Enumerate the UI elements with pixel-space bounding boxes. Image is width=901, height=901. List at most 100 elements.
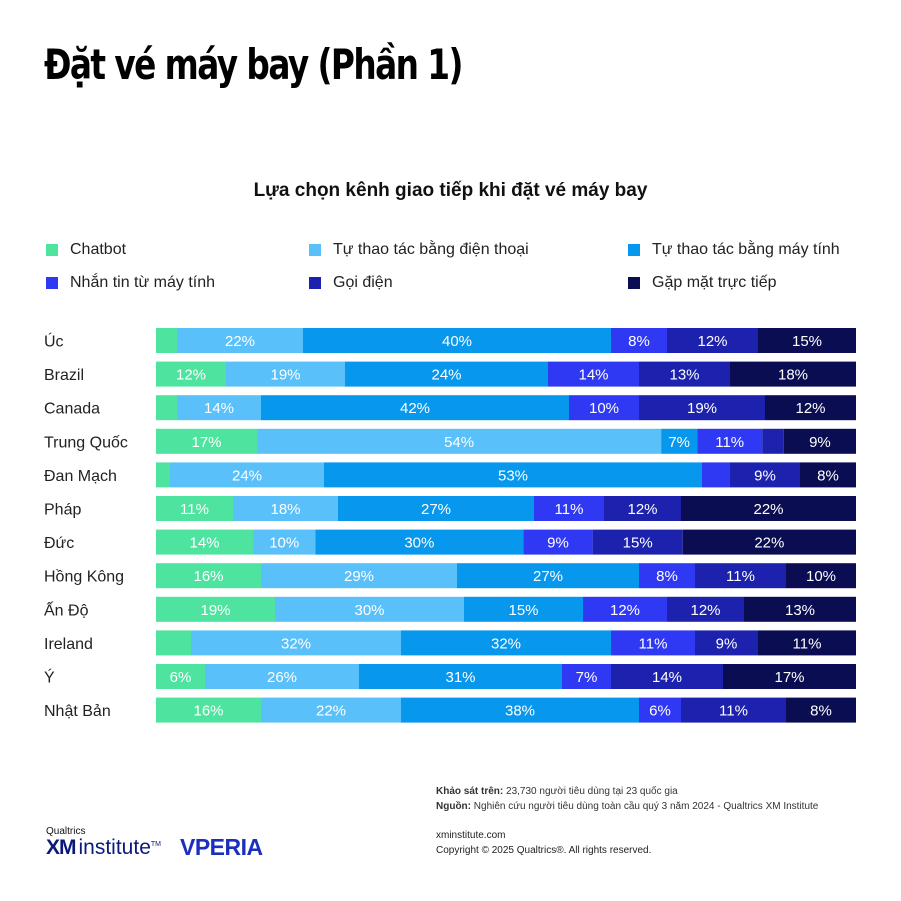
survey-note: Khảo sát trên: 23,730 người tiêu dùng tạ… — [436, 786, 678, 797]
data-label: 12% — [697, 333, 727, 350]
category-label: Canada — [44, 401, 100, 418]
data-label: 7% — [668, 434, 690, 451]
legend-label-chatbot: Chatbot — [70, 241, 127, 258]
data-label: 10% — [806, 568, 836, 585]
data-label: 11% — [726, 568, 755, 585]
legend-label-call: Gọi điện — [333, 274, 393, 291]
category-label: Hồng Kông — [44, 569, 124, 586]
bar-segment-computer — [324, 462, 702, 488]
data-label: 18% — [270, 501, 300, 518]
category-label: Ấn Độ — [44, 600, 89, 619]
legend-swatch-phone — [309, 244, 321, 256]
bar-segment-phone — [205, 664, 359, 689]
data-label: 32% — [491, 635, 521, 652]
legend-item-phone: Tự thao tác bằng điện thoại — [309, 241, 529, 259]
bar-segment-call — [667, 596, 744, 622]
data-label: 31% — [445, 669, 475, 686]
data-label: 29% — [344, 568, 374, 585]
data-label: 22% — [753, 501, 783, 518]
bar-segment-inperson — [682, 529, 856, 555]
bar-segment-message — [702, 462, 730, 488]
legend-item-message: Nhắn tin từ máy tính — [46, 274, 215, 292]
legend-swatch-call — [309, 277, 321, 289]
data-label: 11% — [180, 501, 209, 518]
bar-segment-call — [592, 529, 683, 555]
bar-segment-chatbot — [156, 529, 254, 555]
data-label: 13% — [785, 602, 815, 619]
data-label: 27% — [421, 501, 451, 518]
category-label: Nhật Bản — [44, 703, 111, 720]
data-label: 54% — [444, 434, 474, 451]
data-label: 14% — [652, 669, 682, 686]
bar-segment-message — [639, 563, 695, 589]
bar-segment-computer — [457, 563, 639, 589]
data-label: 38% — [505, 703, 535, 720]
bar-segment-chatbot — [156, 361, 226, 387]
data-label: 11% — [639, 635, 668, 652]
legend-swatch-inperson — [628, 277, 640, 289]
xm-institute-logo: XM instituteTM — [46, 836, 161, 860]
legend-item-computer: Tự thao tác bằng máy tính — [628, 241, 840, 259]
bar-segment-message — [611, 630, 695, 656]
bar-segment-computer — [359, 664, 562, 689]
site-link[interactable]: xminstitute.com — [436, 830, 506, 841]
bar-segment-phone — [233, 496, 338, 521]
data-label: 22% — [754, 535, 784, 552]
data-label: 9% — [754, 467, 776, 484]
data-label: 11% — [715, 434, 744, 451]
bar-segment-message — [523, 529, 593, 555]
bar-segment-inperson — [783, 428, 856, 454]
legend-label-message: Nhắn tin từ máy tính — [70, 274, 215, 291]
data-label: 22% — [316, 703, 346, 720]
data-label: 9% — [547, 535, 569, 552]
bar-segment-inperson — [786, 697, 856, 723]
bar-segment-call — [695, 630, 758, 656]
data-label: 9% — [716, 635, 738, 652]
data-label: 14% — [189, 535, 219, 552]
legend-label-inperson: Gặp mặt trực tiếp — [652, 274, 777, 291]
vperia-logo: VPERIA — [180, 834, 263, 860]
bar-segment-phone — [177, 395, 261, 421]
bar-segment-inperson — [758, 328, 856, 353]
bar-segment-computer — [464, 596, 583, 622]
bar-segment-chatbot — [156, 596, 275, 622]
xm-logo-text: XM — [46, 836, 76, 859]
bar-segment-chatbot — [156, 664, 205, 689]
bar-segment-chatbot — [156, 697, 261, 723]
bar-segment-phone — [275, 596, 464, 622]
data-label: 8% — [810, 703, 832, 720]
data-label: 30% — [354, 602, 384, 619]
data-label: 9% — [809, 434, 831, 451]
bar-segment-phone — [191, 630, 401, 656]
category-label: Trung Quốc — [44, 434, 128, 451]
category-label: Brazil — [44, 367, 84, 384]
bar-segment-phone — [226, 361, 345, 387]
data-label: 15% — [792, 333, 822, 350]
source-text: Nghiên cứu người tiêu dùng toàn cầu quý … — [473, 801, 819, 812]
bar-segment-phone — [253, 529, 316, 555]
bar-segment-message — [611, 328, 667, 353]
chart-title: Lựa chọn kênh giao tiếp khi đặt vé máy b… — [253, 180, 648, 201]
data-label: 26% — [267, 669, 297, 686]
bar-segment-call — [762, 428, 784, 454]
bar-segment-computer — [661, 428, 698, 454]
data-label: 12% — [690, 602, 720, 619]
data-label: 19% — [687, 400, 717, 417]
bar-segment-computer — [315, 529, 524, 555]
data-label: 11% — [555, 501, 584, 518]
data-label: 12% — [627, 501, 657, 518]
data-label: 53% — [498, 467, 528, 484]
legend-item-call: Gọi điện — [309, 274, 393, 292]
data-label: 24% — [431, 367, 461, 384]
bar-segment-phone — [170, 462, 324, 488]
data-label: 16% — [193, 703, 223, 720]
institute-logo-text: institute — [78, 836, 151, 859]
data-label: 15% — [508, 602, 538, 619]
data-label: 14% — [204, 400, 234, 417]
data-label: 8% — [656, 568, 678, 585]
data-label: 19% — [200, 602, 230, 619]
data-label: 18% — [778, 367, 808, 384]
legend-item-inperson: Gặp mặt trực tiếp — [628, 274, 777, 292]
bar-segment-computer — [303, 328, 611, 353]
legend-item-chatbot: Chatbot — [46, 241, 126, 259]
